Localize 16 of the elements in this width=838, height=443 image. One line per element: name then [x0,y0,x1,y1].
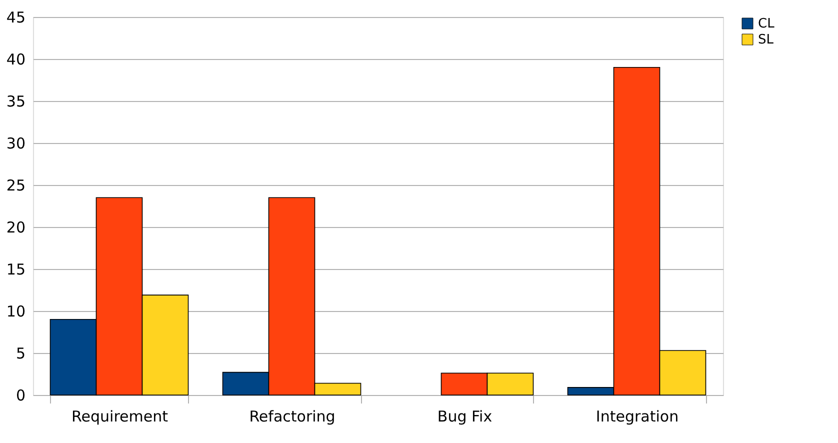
y-tick-label: 10 [6,302,26,320]
y-tick-label: 25 [6,176,26,194]
legend-label: SL [758,32,774,48]
y-tick-label: 40 [6,50,26,68]
y-tick-label: 30 [6,134,26,152]
x-tick-label: Requirement [72,408,168,426]
y-tick-label: 5 [16,344,26,362]
y-tick-label: 15 [6,260,26,278]
x-tick-label: Refactoring [249,408,336,426]
y-tick-label: 35 [6,92,26,110]
y-tick-label: 20 [6,218,26,236]
y-tick-label: 45 [6,8,26,26]
y-tick-label: 0 [16,386,26,404]
x-tick-label: Bug Fix [437,408,492,426]
x-tick-label: Integration [596,408,679,426]
legend-label: CL [758,16,776,32]
